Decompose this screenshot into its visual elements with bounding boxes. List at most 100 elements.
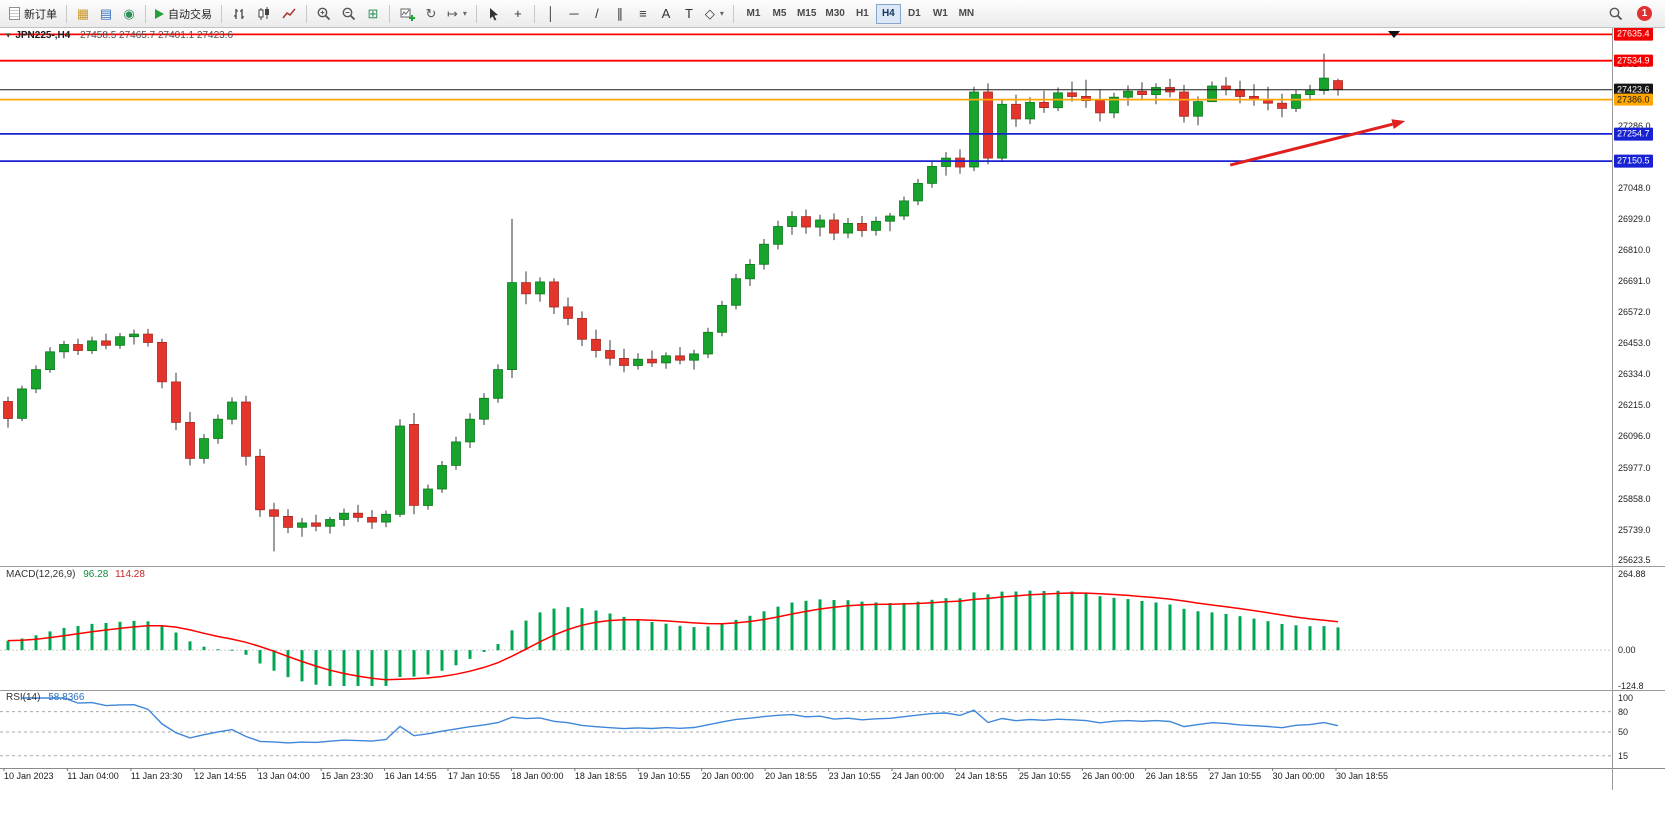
macd-histogram <box>0 590 1612 686</box>
arrows-tool-button[interactable]: T <box>678 3 700 25</box>
time-label: 17 Jan 10:55 <box>448 771 501 781</box>
crosshair-button[interactable]: + <box>507 3 529 25</box>
navigator-button[interactable]: ◉ <box>118 3 140 25</box>
trendline-button[interactable]: / <box>586 3 608 25</box>
time-label: 18 Jan 00:00 <box>511 771 564 781</box>
horizontal-line-button[interactable]: ─ <box>563 3 585 25</box>
new-chart-icon <box>399 6 415 22</box>
ohlc-values: 27458.5 27465.7 27401.1 27423.6 <box>80 30 234 41</box>
notification-badge[interactable]: 1 <box>1637 6 1652 21</box>
line-chart-icon <box>281 6 297 22</box>
macd-name: MACD(12,26,9) <box>6 569 76 580</box>
time-label: 26 Jan 00:00 <box>1082 771 1135 781</box>
trend-arrow[interactable] <box>1229 122 1393 167</box>
equidistant-channel-icon: ∥ <box>616 6 624 21</box>
text-tool-icon: A <box>661 6 671 21</box>
zoom-in-button[interactable] <box>312 3 336 25</box>
autotrading-icon <box>155 8 164 19</box>
time-label: 30 Jan 00:00 <box>1272 771 1325 781</box>
timeframe-w1[interactable]: W1 <box>928 4 953 24</box>
price-tick: 26691.0 <box>1618 276 1651 287</box>
time-label: 27 Jan 10:55 <box>1209 771 1262 781</box>
time-label: 19 Jan 10:55 <box>638 771 691 781</box>
timeframe-mn[interactable]: MN <box>954 4 979 24</box>
time-label: 24 Jan 18:55 <box>955 771 1008 781</box>
macd-axis-tick: -124.8 <box>1618 681 1644 691</box>
navigator-icon: ◉ <box>123 6 135 21</box>
time-label: 20 Jan 18:55 <box>765 771 818 781</box>
time-label: 23 Jan 10:55 <box>828 771 881 781</box>
toolbar-separator <box>533 4 535 23</box>
timeframe-m1[interactable]: M1 <box>741 4 766 24</box>
symbol-marker-icon: ▾ <box>6 30 11 40</box>
data-window-button[interactable]: ▤ <box>95 3 117 25</box>
market-watch-icon: ▦ <box>76 6 90 21</box>
timeframe-m15[interactable]: M15 <box>793 4 820 24</box>
dropdown-caret-icon: ▾ <box>462 9 467 18</box>
market-watch-button[interactable]: ▦ <box>72 3 94 25</box>
trendline-icon: / <box>595 6 599 21</box>
tile-windows-icon: ⊞ <box>367 6 379 21</box>
macd-value: 96.28 <box>83 569 109 580</box>
text-tool-button[interactable]: A <box>655 3 677 25</box>
candlestick-chart-icon <box>256 6 272 22</box>
chart-shift-icon: ↦ <box>447 6 458 21</box>
toolbar-separator <box>389 4 390 23</box>
cursor-icon <box>486 6 502 22</box>
timeframe-h4[interactable]: H4 <box>875 3 901 24</box>
time-label: 30 Jan 18:55 <box>1336 771 1389 781</box>
equidistant-channel-button[interactable]: ∥ <box>609 3 631 25</box>
data-window-icon: ▤ <box>99 6 113 21</box>
time-label: 24 Jan 00:00 <box>892 771 945 781</box>
cursor-button[interactable] <box>482 3 506 25</box>
price-tick: 26929.0 <box>1618 213 1651 224</box>
price-tick: 26572.0 <box>1618 307 1651 318</box>
time-axis[interactable]: 10 Jan 2023 11 Jan 04:00 11 Jan 23:30 12 Ja… <box>0 769 1612 789</box>
timeframe-m5[interactable]: M5 <box>767 4 792 24</box>
price-tag-current: 27423.6 <box>1614 83 1653 97</box>
time-label: 11 Jan 04:00 <box>67 771 119 781</box>
auto-scroll-button[interactable]: ↻ <box>420 3 442 25</box>
price-tag-red: 27534.9 <box>1614 54 1653 68</box>
search-button[interactable] <box>1604 3 1628 25</box>
time-label: 25 Jan 10:55 <box>1018 771 1071 781</box>
chart-shift-button[interactable]: ↦ ▾ <box>443 3 471 25</box>
toolbar-separator <box>732 4 734 23</box>
zoom-out-button[interactable] <box>337 3 361 25</box>
new-chart-button[interactable] <box>395 3 419 25</box>
rsi-axis-tick: 50 <box>1618 727 1629 737</box>
rsi-name: RSI(14) <box>6 692 41 703</box>
timeframe-m30[interactable]: M30 <box>821 4 848 24</box>
price-tick: 26096.0 <box>1618 431 1651 442</box>
autotrading-button[interactable]: 自动交易 <box>151 3 216 25</box>
timeframe-d1[interactable]: D1 <box>902 4 927 24</box>
time-label: 26 Jan 18:55 <box>1145 771 1198 781</box>
price-tick: 25977.0 <box>1618 462 1651 473</box>
time-label: 13 Jan 04:00 <box>257 771 310 781</box>
zoom-out-icon <box>341 6 357 22</box>
rsi-line <box>22 697 1339 744</box>
auto-scroll-icon: ↻ <box>425 6 437 21</box>
time-label: 20 Jan 00:00 <box>701 771 754 781</box>
line-chart-button[interactable] <box>277 3 301 25</box>
alert-marker-icon[interactable] <box>1388 31 1400 38</box>
bar-chart-button[interactable] <box>227 3 251 25</box>
price-tick: 25739.0 <box>1618 524 1651 535</box>
shapes-button[interactable]: ◇ ▾ <box>701 3 728 25</box>
autotrading-label: 自动交易 <box>168 8 212 21</box>
timeframe-h1[interactable]: H1 <box>850 4 875 24</box>
toolbar-separator <box>221 4 222 23</box>
price-axis[interactable]: 27524.027286.027048.026929.026810.026691… <box>1613 0 1665 836</box>
fibonacci-button[interactable]: ≡ <box>632 3 654 25</box>
rsi-axis-tick: 15 <box>1618 750 1629 761</box>
candles-layer <box>3 53 1343 552</box>
price-tag-orange: 27386.0 <box>1614 93 1653 106</box>
tile-windows-button[interactable]: ⊞ <box>362 3 384 25</box>
candlestick-chart-button[interactable] <box>252 3 276 25</box>
zoom-in-icon <box>316 6 332 22</box>
vertical-line-button[interactable]: │ <box>540 3 562 25</box>
new-order-button[interactable]: 新订单 <box>5 3 61 25</box>
horizontal-line-icon: ─ <box>569 6 579 21</box>
time-label: 10 Jan 2023 <box>4 771 54 781</box>
